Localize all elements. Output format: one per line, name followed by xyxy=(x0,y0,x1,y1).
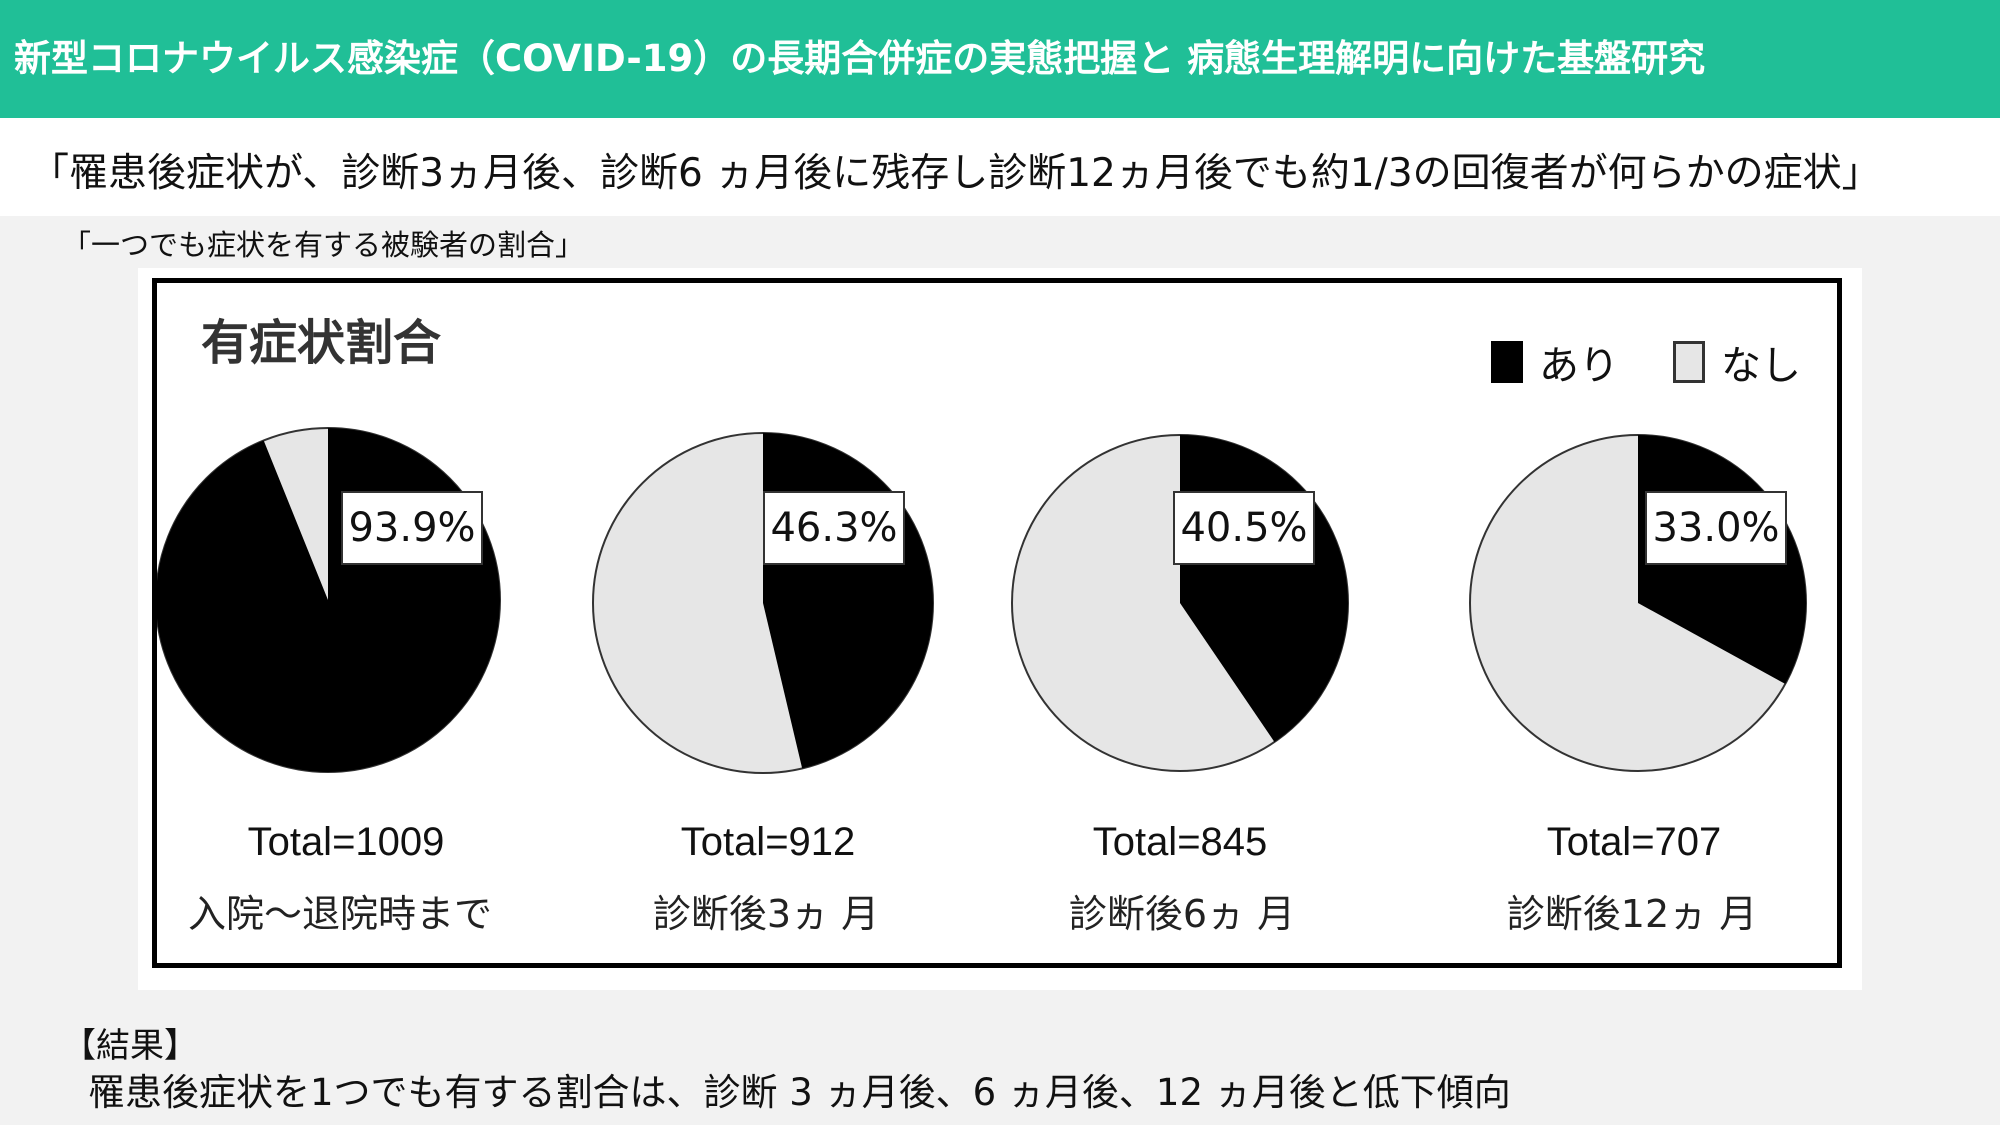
results-heading: 【結果】 xyxy=(62,1026,198,1066)
period-label: 診断後6ヵ 月 xyxy=(1069,892,1295,936)
value-label-box xyxy=(763,491,905,565)
value-label: 93.9% xyxy=(348,505,475,551)
value-label-box xyxy=(1173,491,1315,565)
period-label: 診断後3ヵ 月 xyxy=(653,892,879,936)
figure-caption: 「一つでも症状を有する被験者の割合」 xyxy=(62,228,585,262)
pie-charts: 93.9% Total=1009 入院～退院時まで 46.3% Total=912 診断後… xyxy=(157,427,1807,936)
legend-item-yes: あり xyxy=(1491,333,1619,391)
legend-item-no: なし xyxy=(1673,333,1801,391)
chart-legend: あり なし xyxy=(1437,333,1801,391)
value-label: 33.0% xyxy=(1652,505,1779,551)
value-label: 46.3% xyxy=(770,505,897,551)
subtitle-band: 「罹患後症状が、診断3ヵ月後、診断6 ヵ月後に残存し診断12ヵ月後でも約1/3の… xyxy=(0,118,2000,216)
total-label: Total=912 xyxy=(681,820,856,864)
total-label: Total=845 xyxy=(1093,820,1268,864)
legend-label-no: なし xyxy=(1721,343,1801,389)
pie-slice-yes xyxy=(157,428,500,772)
legend-swatch-yes xyxy=(1491,341,1523,383)
value-label-box xyxy=(1645,491,1787,565)
total-label: Total=707 xyxy=(1547,820,1722,864)
page-title: 新型コロナウイルス感染症（COVID-19）の長期合併症の実態把握と 病態生理解… xyxy=(14,37,1706,80)
total-label: Total=1009 xyxy=(248,820,445,864)
chart-frame: 有症状割合 あり なし 93.9% Total=1009 入院～退院時まで 46.3%… xyxy=(152,278,1842,968)
subtitle: 「罹患後症状が、診断3ヵ月後、診断6 ヵ月後に残存し診断12ヵ月後でも約1/3の… xyxy=(30,151,1881,196)
chart-title: 有症状割合 xyxy=(201,315,442,371)
results-text: 罹患後症状を1つでも有する割合は、診断 3 ヵ月後、6 ヵ月後、12 ヵ月後と低… xyxy=(88,1071,1511,1114)
period-label: 診断後12ヵ 月 xyxy=(1507,892,1757,936)
header-bar: 新型コロナウイルス感染症（COVID-19）の長期合併症の実態把握と 病態生理解… xyxy=(0,0,2000,118)
legend-label-yes: あり xyxy=(1539,343,1619,389)
value-label-box xyxy=(341,491,483,565)
value-label: 40.5% xyxy=(1180,505,1307,551)
period-label: 入院～退院時まで xyxy=(188,892,492,936)
legend-swatch-no xyxy=(1673,341,1705,383)
